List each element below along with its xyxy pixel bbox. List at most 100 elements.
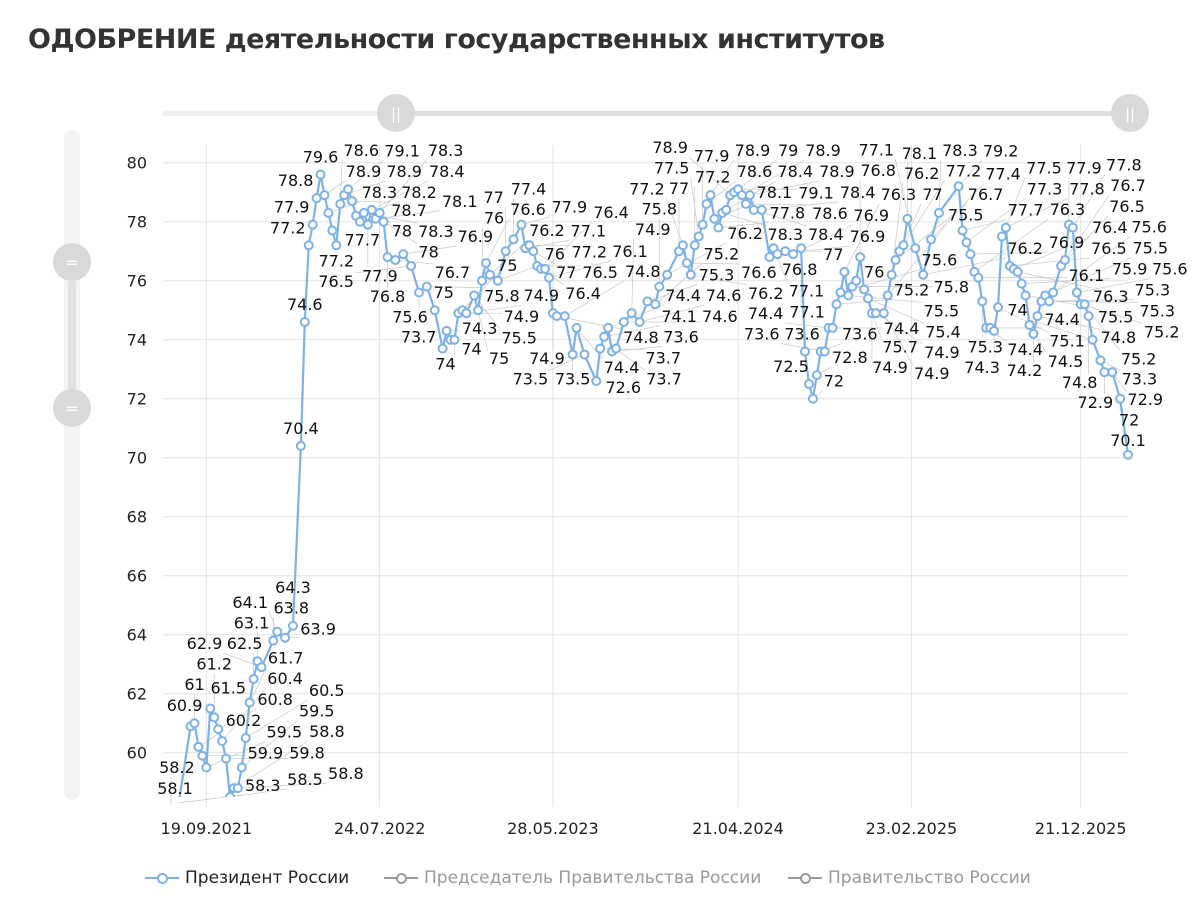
data-label-leader-line	[395, 259, 434, 265]
y-tick-label: 76	[127, 272, 147, 291]
data-label: 74.1	[661, 307, 697, 326]
data-label: 70.1	[1110, 431, 1146, 450]
data-label: 76.1	[612, 242, 648, 261]
data-label: 78.8	[278, 171, 314, 190]
data-point	[232, 783, 243, 794]
data-label: 76.4	[593, 203, 629, 222]
data-label: 58.5	[287, 770, 323, 789]
data-label: 60.4	[267, 669, 303, 688]
data-point	[796, 243, 807, 254]
svg-text:||: ||	[1125, 105, 1135, 123]
data-label: 79.1	[384, 141, 420, 160]
data-point	[374, 207, 385, 218]
data-label-leader-line	[722, 212, 767, 227]
data-point	[685, 269, 696, 280]
data-label: 77.1	[858, 140, 894, 159]
data-label-leader-line	[477, 310, 488, 351]
data-label: 76.8	[370, 287, 406, 306]
data-label-leader-line	[1045, 257, 1132, 296]
data-label: 76.8	[860, 161, 896, 180]
data-point	[957, 225, 968, 236]
data-label-leader-line	[1080, 303, 1143, 324]
data-point	[902, 213, 913, 224]
data-label: 61.2	[196, 654, 232, 673]
data-label-leader-line	[355, 265, 412, 274]
data-label-leader-line	[1005, 198, 1069, 228]
data-label: 76	[484, 209, 504, 228]
data-label: 74.6	[702, 307, 738, 326]
data-label: 78.4	[777, 162, 813, 181]
data-point	[236, 762, 247, 773]
data-label-leader-line	[867, 298, 925, 324]
y-range-selected[interactable]	[68, 262, 76, 408]
legend-item-prime-minister[interactable]: Председатель Правительства России	[384, 868, 761, 888]
data-label: 72.9	[1078, 393, 1114, 412]
y-range-handle-bottom[interactable]: =	[53, 389, 91, 427]
data-label: 63.1	[234, 613, 270, 632]
data-label-leader-line	[688, 156, 731, 196]
data-label: 73.6	[784, 325, 820, 344]
data-point	[1079, 299, 1090, 310]
data-point	[378, 216, 389, 227]
data-point	[953, 181, 964, 192]
data-point	[449, 334, 460, 345]
data-label: 73.6	[842, 325, 878, 344]
data-label: 77.7	[345, 231, 381, 250]
data-point	[343, 184, 354, 195]
data-label: 74.8	[1101, 328, 1137, 347]
data-label-leader-line	[1009, 257, 1090, 267]
data-label: 78.3	[767, 225, 803, 244]
data-label: 74.4	[1044, 310, 1080, 329]
data-point	[654, 281, 665, 292]
data-label-leader-line	[383, 221, 418, 244]
data-label: 76.2	[529, 221, 565, 240]
y-tick-label: 80	[127, 154, 147, 173]
data-label: 76.9	[850, 227, 886, 246]
data-point	[1087, 334, 1098, 345]
data-label: 72.5	[773, 357, 809, 376]
x-range-handle-left[interactable]: ||	[377, 94, 415, 132]
data-point	[540, 263, 551, 274]
data-label: 75.5	[501, 328, 537, 347]
legend-item-president[interactable]: Президент России	[145, 868, 349, 888]
data-point	[618, 317, 629, 328]
data-point	[910, 243, 921, 254]
data-point	[744, 190, 755, 201]
data-point	[855, 252, 866, 263]
data-point	[1095, 355, 1106, 366]
data-label: 76.9	[457, 227, 493, 246]
x-tick-label: 23.02.2025	[866, 819, 958, 838]
data-label: 75.2	[1121, 349, 1157, 368]
data-label-leader-line	[666, 242, 727, 276]
data-point	[772, 249, 783, 260]
data-label-leader-line	[749, 180, 818, 196]
data-label: 77.7	[1008, 201, 1044, 220]
data-label: 59.5	[267, 722, 303, 741]
data-label: 58.8	[328, 764, 364, 783]
data-point	[839, 266, 850, 277]
data-label-leader-line	[1072, 174, 1106, 228]
data-label: 75.5	[1132, 238, 1168, 257]
data-label: 60.2	[226, 711, 262, 730]
x-range-handle-right[interactable]: ||	[1111, 94, 1149, 132]
data-label: 78	[418, 243, 438, 262]
data-label-leader-line	[883, 312, 914, 366]
data-point	[213, 724, 224, 735]
data-point	[642, 296, 653, 307]
data-point	[713, 222, 724, 233]
data-point	[827, 322, 838, 333]
y-range-handle-top[interactable]: =	[53, 243, 91, 281]
data-point	[1071, 287, 1082, 298]
legend-item-government[interactable]: Правительство России	[788, 868, 1031, 888]
data-label: 75.2	[704, 244, 740, 263]
data-point	[681, 258, 692, 269]
data-label: 63.9	[300, 620, 336, 639]
data-label: 72	[824, 372, 844, 391]
data-label: 72.9	[1127, 390, 1163, 409]
data-label: 64.1	[232, 593, 268, 612]
data-label: 77.9	[552, 198, 588, 217]
data-label: 76.7	[968, 185, 1004, 204]
x-range-selected[interactable]	[395, 111, 1131, 116]
data-label: 77.1	[789, 281, 825, 300]
data-label: 75.5	[948, 205, 984, 224]
